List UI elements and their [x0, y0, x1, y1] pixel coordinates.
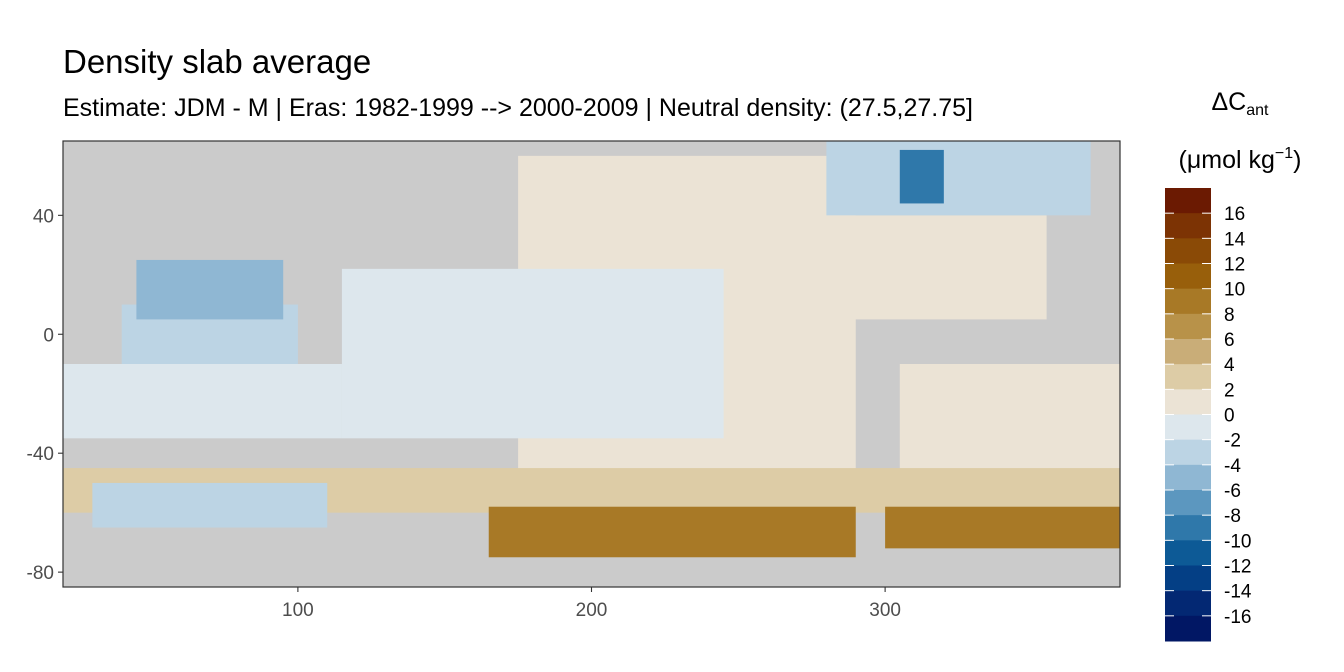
legend-color-step: [1165, 313, 1211, 340]
legend-label: 4: [1224, 355, 1235, 376]
region-southern-indian-patches: [92, 482, 328, 528]
x-tick-label: 200: [576, 600, 608, 621]
y-tick-label: 0: [43, 325, 54, 346]
region-labrador-sea: [899, 149, 944, 204]
x-tick-label: 300: [869, 600, 901, 621]
legend-label: -4: [1224, 456, 1241, 477]
legend-color-step: [1165, 213, 1211, 239]
region-north-atlantic-subpolar: [826, 141, 1091, 216]
region-north-atlantic-subtropics: [826, 215, 1047, 320]
legend-label: 6: [1224, 330, 1235, 351]
legend-label: 16: [1224, 204, 1245, 225]
legend-label: 2: [1224, 380, 1235, 401]
x-tick-label: 100: [282, 600, 314, 621]
legend-color-step: [1165, 590, 1211, 617]
chart-subtitle: Estimate: JDM - M | Eras: 1982-1999 --> …: [63, 94, 973, 122]
legend-label: -12: [1224, 557, 1251, 578]
y-tick-label: 40: [33, 206, 54, 227]
legend-color-step: [1165, 188, 1211, 214]
legend-label: 10: [1224, 280, 1245, 301]
legend-title-sub: ant: [1246, 102, 1269, 119]
map-panel: [62, 140, 1121, 588]
legend-color-step: [1165, 565, 1211, 592]
legend-color-step: [1165, 238, 1211, 264]
region-arabian-sea-bay-of-bengal: [136, 259, 284, 320]
legend-color-step: [1165, 615, 1211, 642]
legend-color-step: [1165, 263, 1211, 290]
legend-color-step: [1165, 439, 1211, 466]
legend-color-step: [1165, 414, 1211, 441]
y-tick-label: -40: [27, 444, 54, 465]
region-weddell-sea: [885, 506, 1120, 549]
y-tick-label: -80: [27, 563, 54, 584]
ocean-regions: [63, 141, 1120, 558]
legend-title-symbol: ΔC: [1211, 88, 1247, 116]
legend-unit-sup: −1: [1274, 145, 1294, 162]
legend-label: -16: [1224, 607, 1251, 628]
legend-label: -6: [1224, 481, 1241, 502]
legend-label: -10: [1224, 531, 1251, 552]
legend-label: 0: [1224, 406, 1235, 427]
region-antarctic-margin-pacific: [488, 506, 856, 558]
region-pacific-west-central: [341, 268, 724, 439]
region-indian-ocean-south: [63, 364, 342, 439]
chart-title: Density slab average: [63, 43, 372, 80]
legend-label: 12: [1224, 255, 1245, 276]
legend-color-step: [1165, 464, 1211, 491]
legend-color-step: [1165, 339, 1211, 365]
legend-label: 8: [1224, 305, 1235, 326]
legend-color-step: [1165, 515, 1211, 541]
legend-unit-prefix: (μmol kg: [1178, 146, 1275, 174]
legend-color-step: [1165, 540, 1211, 566]
legend-unit-suffix: ): [1293, 146, 1302, 174]
legend-label: -8: [1224, 506, 1241, 527]
legend-label: 14: [1224, 229, 1246, 250]
legend-color-step: [1165, 389, 1211, 415]
legend-colorbar: 16 14 12 10 8 6 4 2 0 -2 -4 -6 -8 -10 -12 -14 -16: [1165, 188, 1252, 642]
legend-label: -14: [1224, 582, 1252, 603]
legend-label: -2: [1224, 431, 1241, 452]
legend-color-step: [1165, 288, 1211, 315]
legend-color-step: [1165, 490, 1211, 516]
legend-color-step: [1165, 364, 1211, 390]
